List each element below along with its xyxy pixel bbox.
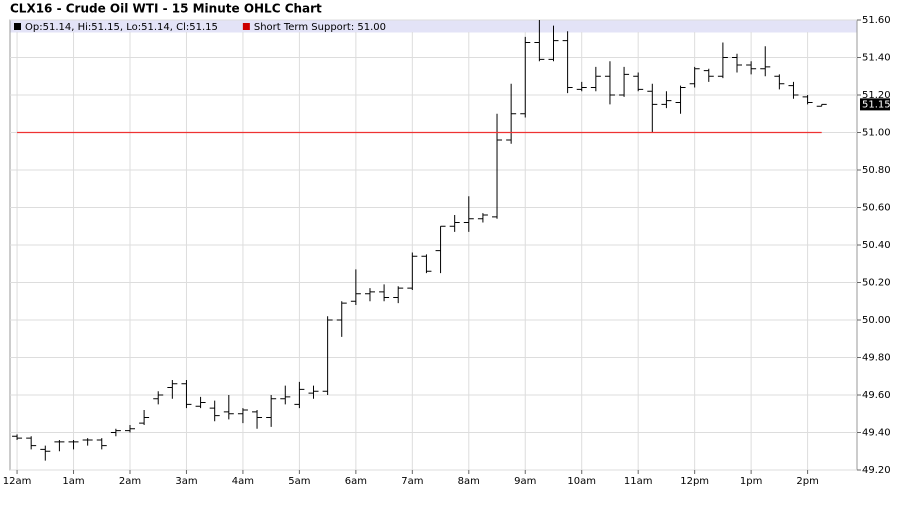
x-tick-label: 1am [62,476,84,487]
x-tick-label: 2am [119,476,141,487]
x-tick-label: 7am [401,476,423,487]
x-tick-label: 11am [624,476,653,487]
last-price-label: 51.15 [862,99,891,110]
x-tick-label: 12pm [680,476,709,487]
legend-swatch [14,23,21,30]
y-tick-label: 51.60 [862,15,891,26]
legend-label: Op:51.14, Hi:51.15, Lo:51.14, Cl:51.15 [25,22,218,33]
last-price-tag [860,98,890,111]
y-tick-label: 50.80 [862,165,891,176]
y-tick-label: 49.40 [862,428,891,439]
y-tick-label: 49.60 [862,390,891,401]
x-tick-label: 6am [345,476,367,487]
y-tick-label: 50.40 [862,240,891,251]
x-tick-label: 3am [175,476,197,487]
overlay: Op:51.14, Hi:51.15, Lo:51.14, Cl:51.15 Sh… [14,22,891,134]
marks [12,20,827,461]
legend-swatch [242,23,250,30]
x-tick-label: 1pm [740,476,762,487]
y-tick-label: 51.20 [862,90,891,101]
x-tick-label: 12am [3,476,32,487]
y-tick-label: 51.40 [862,53,891,64]
y-tick-label: 51.00 [862,128,891,139]
y-tick-label: 50.20 [862,278,891,289]
y-tick-label: 49.20 [862,465,891,476]
x-tick-label: 4am [232,476,254,487]
y-tick-label: 49.80 [862,353,891,364]
x-tick-label: 5am [288,476,310,487]
y-tick-label: 50.00 [862,315,891,326]
grid: 49.20 49.40 49.60 49.80 50.00 50.20 50.40 50.60… [3,15,891,487]
x-tick-label: 8am [458,476,480,487]
legend-label: Short Term Support: 51.00 [254,22,386,33]
legend-band [10,20,857,33]
x-tick-label: 9am [514,476,536,487]
x-tick-label: 10am [567,476,596,487]
x-tick-label: 2pm [796,476,818,487]
y-tick-label: 50.60 [862,203,891,214]
chart-title: CLX16 - Crude Oil WTI - 15 Minute OHLC C… [10,2,322,16]
